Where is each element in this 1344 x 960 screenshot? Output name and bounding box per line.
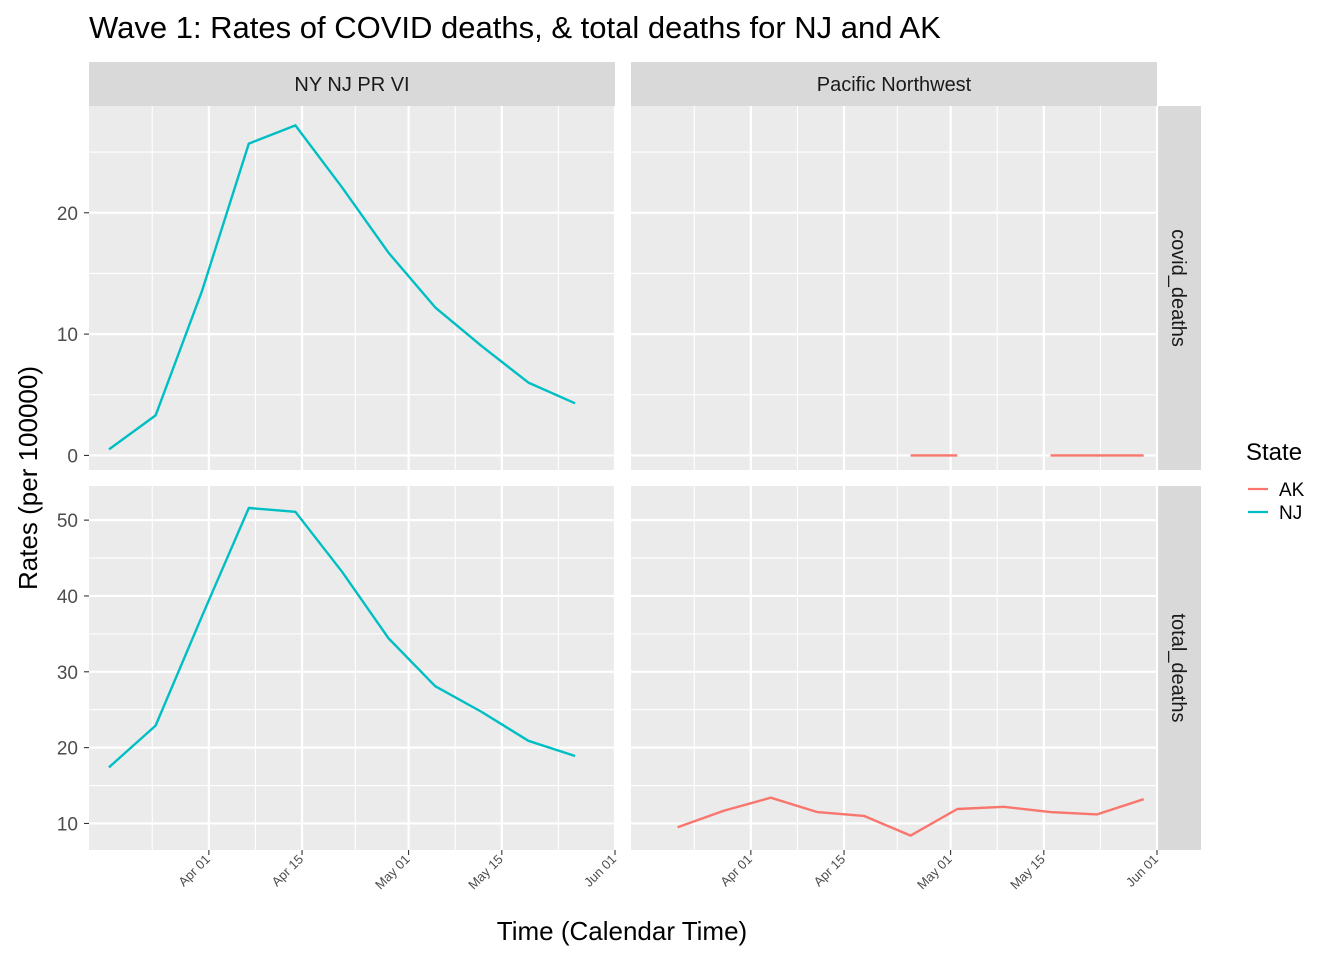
y-tick-label: 40 [57,587,78,608]
series-line-nj-total [108,506,576,769]
y-tick-label: 10 [57,814,78,835]
y-tick-label: 50 [57,511,78,532]
y-tick-label: 20 [57,204,78,225]
x-tick-label: Jun 01 [1123,852,1161,890]
strip-label-row-1: covid_deaths [1167,229,1189,347]
y-tick-label: 0 [67,446,78,467]
x-tick-label: Apr 01 [175,852,213,890]
y-tick-label: 20 [57,739,78,760]
legend: State AK NJ [1246,439,1305,524]
strip-label-row-2: total_deaths [1167,614,1189,723]
x-tick-label: Apr 15 [810,852,848,890]
series-line-ak-total [677,796,1145,837]
series-line-nj-covid [108,124,576,451]
y-tick-label: 10 [57,325,78,346]
panel-bg-nj-total [89,486,615,850]
x-tick-label: May 15 [1007,852,1048,893]
legend-label-nj: NJ [1279,503,1302,524]
strip-column-2 [631,62,1157,106]
strip-label-col-1: NY NJ PR VI [294,74,409,96]
legend-title: State [1246,439,1302,466]
x-tick-label: May 01 [914,852,955,893]
legend-label-ak: AK [1279,480,1305,501]
x-tick-label: May 01 [372,852,413,893]
strip-row-2 [1157,486,1201,850]
x-tick-label: Jun 01 [581,852,619,890]
x-tick-label: May 15 [465,852,506,893]
x-axis-title: Time (Calendar Time) [497,916,747,946]
x-tick-label: Apr 15 [268,852,306,890]
strip-column-1 [89,62,615,106]
y-tick-label: 30 [57,663,78,684]
strip-label-col-2: Pacific Northwest [817,74,972,96]
panel-bg-pnw-covid [631,106,1157,470]
chart-title: Wave 1: Rates of COVID deaths, & total d… [89,10,941,45]
panel-bg-nj-covid [89,106,615,470]
y-axis-title: Rates (per 100000) [13,366,43,590]
strip-row-1 [1157,106,1201,470]
panel-bg-pnw-total [631,486,1157,850]
x-tick-label: Apr 01 [717,852,755,890]
